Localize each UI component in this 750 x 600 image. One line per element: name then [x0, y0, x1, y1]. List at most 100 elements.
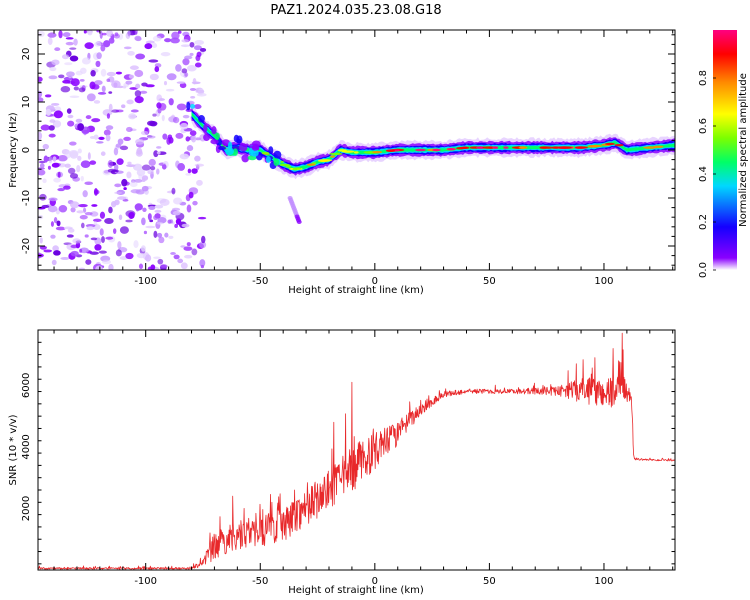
noise-speckle	[107, 168, 117, 173]
x-tick-label: -100	[134, 276, 157, 287]
noise-speckle	[127, 30, 131, 37]
noise-speckle	[123, 46, 132, 50]
noise-speckle	[179, 122, 189, 130]
ridge-blob	[265, 156, 271, 163]
noise-speckle	[113, 33, 121, 39]
noise-speckle	[181, 39, 189, 43]
noise-speckle	[158, 236, 165, 244]
noise-speckles	[38, 30, 207, 270]
noise-speckle	[119, 145, 129, 151]
noise-speckle	[121, 178, 128, 187]
noise-speckle	[76, 210, 85, 214]
noise-speckle	[86, 93, 96, 102]
noise-speckle	[196, 51, 202, 58]
noise-speckle	[168, 98, 174, 106]
ridge-blob	[273, 150, 282, 159]
noise-speckle	[99, 31, 103, 39]
noise-speckle	[38, 97, 44, 103]
noise-speckle	[76, 164, 81, 173]
x-tick-label: -50	[252, 276, 268, 287]
x-tick-label: 50	[483, 576, 496, 587]
noise-speckle	[125, 252, 134, 260]
noise-speckle	[103, 40, 111, 48]
noise-speckle	[91, 204, 98, 207]
noise-speckle	[189, 52, 194, 57]
noise-speckle	[170, 252, 176, 255]
noise-speckle	[134, 90, 142, 98]
noise-speckle	[48, 197, 58, 202]
noise-speckle	[114, 164, 119, 171]
noise-speckle	[162, 133, 168, 140]
noise-speckle	[62, 79, 71, 84]
noise-speckle	[193, 45, 202, 51]
noise-speckle	[105, 236, 114, 240]
noise-speckle	[154, 204, 164, 209]
noise-speckle	[85, 259, 92, 265]
noise-speckle	[53, 217, 58, 224]
y-tick-label: 20	[21, 48, 32, 61]
noise-speckle	[121, 104, 126, 109]
noise-speckle	[94, 41, 102, 47]
noise-speckle	[80, 175, 84, 182]
ridge-hotspot	[432, 148, 441, 152]
noise-speckle	[180, 44, 190, 48]
noise-speckle	[105, 134, 111, 142]
noise-speckle	[141, 178, 146, 183]
noise-speckle	[93, 188, 98, 196]
ridge-hotspot	[317, 159, 330, 162]
noise-speckle	[144, 127, 149, 132]
noise-speckle	[70, 250, 79, 257]
colorbar-tick-label: 0.4	[698, 166, 709, 182]
noise-speckle	[78, 87, 86, 93]
noise-speckle	[113, 147, 119, 156]
noise-speckle	[38, 76, 43, 82]
noise-speckle	[200, 264, 205, 269]
noise-speckle	[123, 187, 127, 191]
noise-speckle	[145, 40, 155, 44]
noise-speckle	[39, 237, 43, 244]
noise-speckle	[47, 37, 53, 46]
noise-speckle	[45, 108, 52, 116]
noise-speckle	[75, 70, 83, 76]
noise-speckle	[156, 94, 163, 102]
noise-speckle	[138, 263, 144, 269]
noise-speckle	[194, 62, 202, 68]
noise-speckle	[93, 100, 101, 104]
ridge-blob	[198, 114, 205, 123]
noise-speckle	[129, 65, 139, 70]
noise-speckle	[69, 47, 77, 50]
noise-speckle	[99, 228, 104, 236]
noise-speckle	[188, 191, 194, 199]
noise-speckle	[47, 32, 57, 38]
noise-speckle	[159, 198, 170, 206]
snr-line	[38, 332, 675, 570]
ridge-hotspot	[614, 143, 624, 147]
noise-speckle	[114, 199, 120, 206]
noise-speckle	[129, 87, 138, 90]
noise-speckle	[49, 119, 56, 123]
colorbar-label: Normalized spectral amplitude	[738, 73, 749, 227]
noise-speckle	[184, 254, 193, 259]
snr-ylabel: SNR (10 * v/v)	[8, 414, 19, 485]
noise-speckle	[152, 35, 162, 42]
noise-speckle	[134, 96, 144, 104]
noise-speckle	[79, 248, 83, 253]
noise-speckle	[181, 68, 188, 74]
noise-speckle	[151, 42, 158, 48]
noise-speckle	[94, 80, 103, 86]
noise-speckle	[112, 228, 117, 234]
noise-speckle	[174, 223, 178, 228]
noise-speckle	[78, 267, 85, 270]
ridge-hotspot	[353, 151, 359, 154]
snr-panel: -100 -50 0 50 100 2000 4000 6000 Height of stra…	[8, 329, 676, 596]
noise-speckle	[164, 38, 172, 43]
noise-speckle	[58, 30, 63, 39]
noise-speckle	[122, 85, 127, 89]
noise-speckle	[179, 82, 187, 89]
noise-speckle	[199, 47, 207, 52]
noise-speckle	[152, 113, 157, 117]
noise-speckle	[70, 78, 80, 87]
noise-speckle	[65, 41, 74, 46]
noise-speckle	[98, 136, 105, 140]
noise-speckle	[69, 141, 77, 146]
